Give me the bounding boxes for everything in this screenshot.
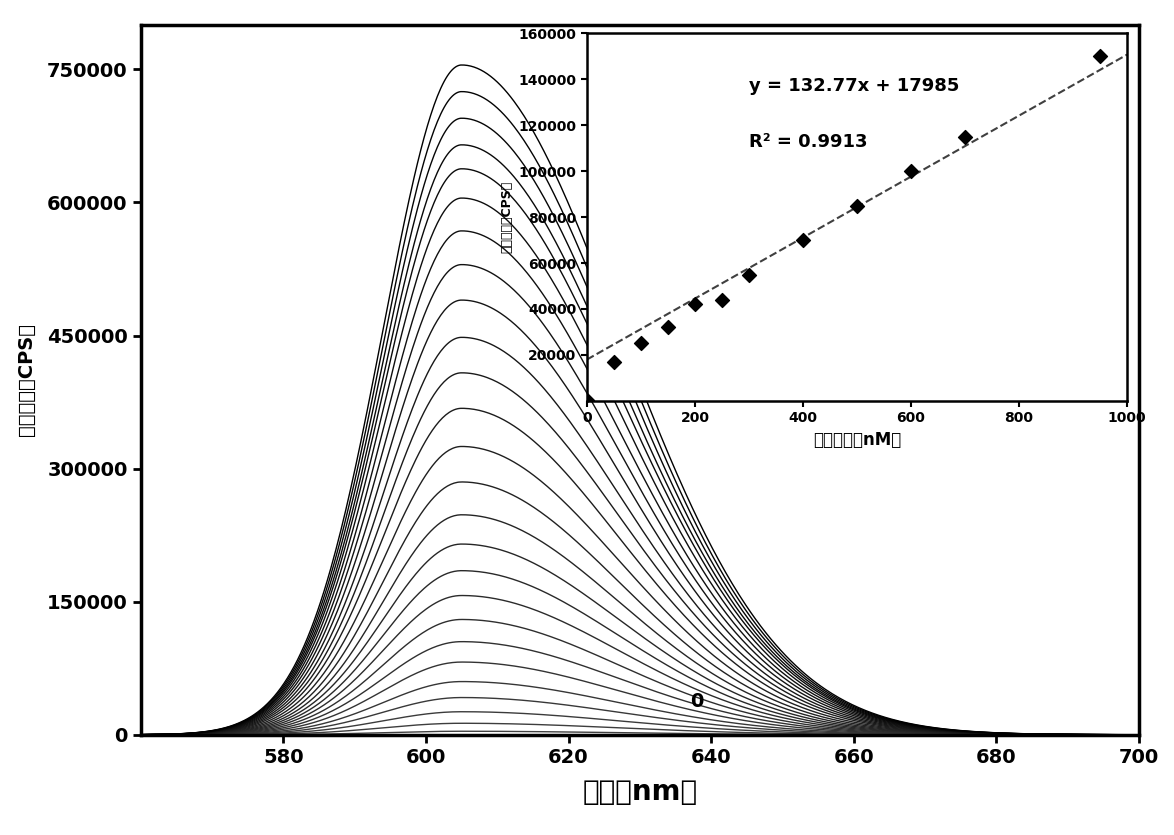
Point: [686, 297, 704, 311]
Text: R² = 0.9913: R² = 0.9913: [749, 133, 868, 150]
Text: y = 132.77x + 17985: y = 132.77x + 17985: [749, 78, 959, 95]
Point: [1091, 50, 1109, 63]
Point: [848, 199, 866, 212]
Y-axis label: 荧光强度（CPS）: 荧光强度（CPS）: [16, 323, 36, 437]
X-axis label: 一氧化碗（nM）: 一氧化碗（nM）: [812, 431, 902, 448]
Text: 40 μM: 40 μM: [711, 146, 798, 170]
Point: [605, 355, 623, 368]
Point: [956, 130, 974, 144]
Point: [794, 233, 812, 247]
Point: [578, 393, 596, 407]
Point: [632, 337, 650, 350]
Text: 0: 0: [689, 691, 703, 711]
Y-axis label: 荧光强度（CPS）: 荧光强度（CPS）: [500, 181, 513, 253]
X-axis label: 波长（nm）: 波长（nm）: [582, 778, 697, 806]
Point: [740, 268, 758, 281]
Point: [902, 164, 920, 178]
Point: [713, 293, 731, 306]
Point: [659, 321, 677, 334]
